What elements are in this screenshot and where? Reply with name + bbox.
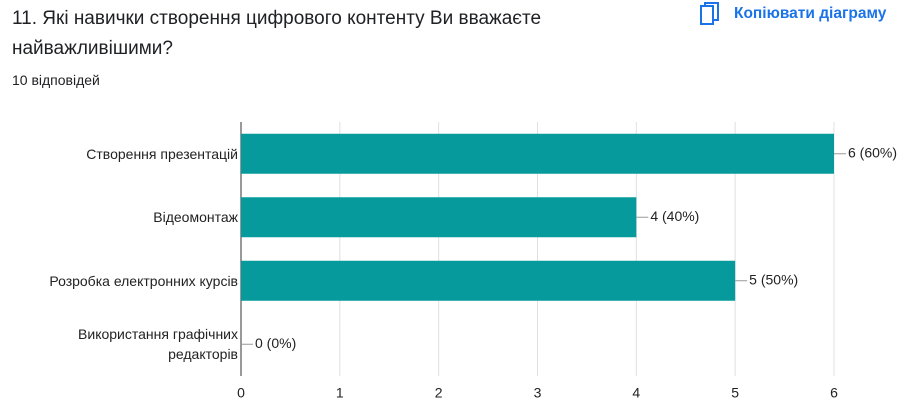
value-label: 0 (0%) xyxy=(255,335,296,351)
category-label: Розробка електронних курсів xyxy=(49,272,238,289)
value-label: 4 (40%) xyxy=(650,208,699,224)
x-tick-label: 1 xyxy=(336,385,344,401)
x-tick-label: 5 xyxy=(731,385,739,401)
copy-icon xyxy=(700,2,719,25)
bar xyxy=(241,260,736,301)
value-label: 5 (50%) xyxy=(749,271,798,287)
category-label: Створення презентацій xyxy=(86,145,238,162)
x-tick-label: 2 xyxy=(435,385,443,401)
value-label: 6 (60%) xyxy=(848,144,897,160)
response-count: 10 відповідей xyxy=(12,72,100,88)
copy-chart-button[interactable]: Копіювати діаграму xyxy=(700,2,886,26)
x-tick-label: 0 xyxy=(237,385,245,401)
copy-chart-label[interactable]: Копіювати діаграму xyxy=(734,5,887,22)
bar xyxy=(241,133,834,174)
x-tick-label: 3 xyxy=(534,385,542,401)
category-label: Відеомонтаж xyxy=(153,209,238,226)
bar xyxy=(241,197,637,238)
category-label: Використання графічних редакторів xyxy=(78,326,238,363)
question-title: 11. Які навички створення цифрового конт… xyxy=(12,8,542,59)
x-tick-label: 4 xyxy=(632,385,640,401)
x-tick-label: 6 xyxy=(830,385,838,401)
